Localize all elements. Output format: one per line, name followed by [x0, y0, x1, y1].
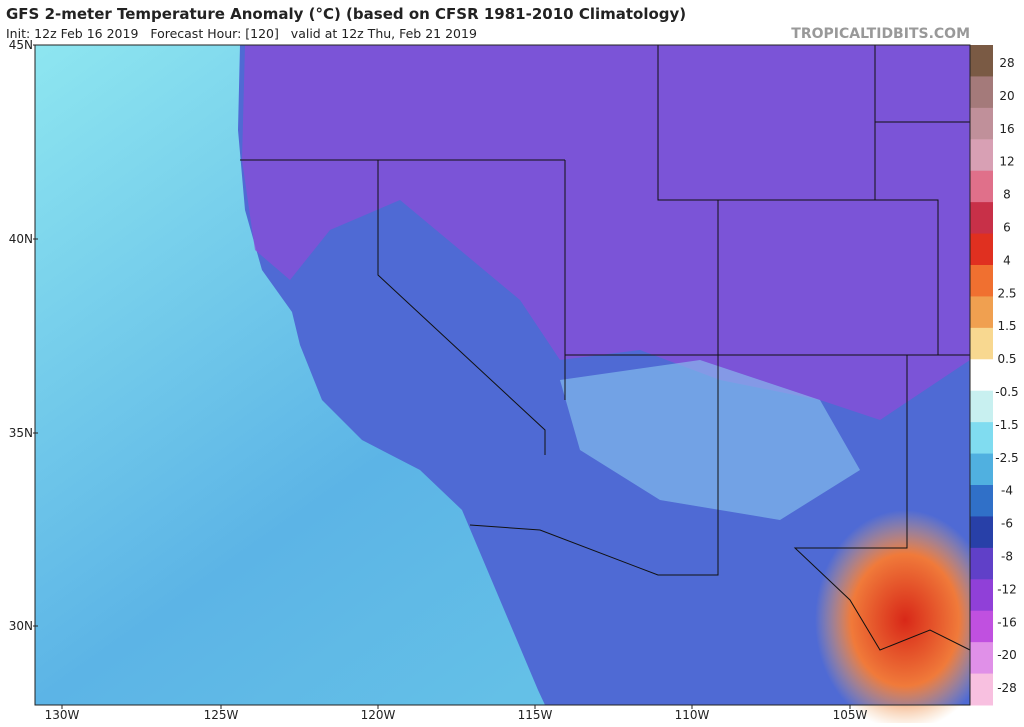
colorbar-segment — [970, 642, 993, 675]
colorbar-label: -0.5 — [995, 385, 1018, 399]
colorbar-label: 1.5 — [997, 319, 1016, 333]
colorbar-segment — [970, 453, 993, 486]
colorbar-label: -20 — [997, 648, 1017, 662]
colorbar-segment — [970, 673, 993, 706]
colorbar-label: 12 — [999, 155, 1014, 169]
colorbar-segment — [970, 45, 993, 77]
map — [35, 45, 995, 727]
colorbar-segment — [970, 359, 993, 392]
colorbar-label: -8 — [1001, 550, 1013, 564]
colorbar-segment — [970, 516, 993, 549]
colorbar-label: -1.5 — [995, 418, 1018, 432]
warm-region — [815, 510, 995, 727]
colorbar-label: 16 — [999, 122, 1014, 136]
colorbar-label: 20 — [999, 89, 1014, 103]
colorbar-label: -28 — [997, 681, 1017, 695]
lat-label: 40N — [9, 232, 33, 246]
colorbar-segment — [970, 76, 993, 109]
lat-label: 45N — [9, 38, 33, 52]
state-borders — [240, 45, 971, 651]
colorbar-segment — [970, 579, 993, 612]
lat-label: 30N — [9, 619, 33, 633]
colorbar-segment — [970, 390, 993, 423]
lon-label: 115W — [518, 708, 553, 722]
watermark: TROPICALTIDBITS.COM — [791, 26, 970, 42]
colorbar-segment — [970, 296, 993, 329]
lon-label: 110W — [675, 708, 710, 722]
colorbar-label: -6 — [1001, 517, 1013, 531]
colorbar-segment — [970, 202, 993, 235]
lat-label: 35N — [9, 426, 33, 440]
colorbar-segment — [970, 233, 993, 266]
lon-label: 125W — [204, 708, 239, 722]
colorbar-label: 4 — [1003, 253, 1011, 267]
map-frame — [34, 44, 971, 706]
colorbar-segment — [970, 265, 993, 297]
colorbar-segment — [970, 422, 993, 455]
colorbar-label: 6 — [1003, 221, 1011, 235]
lon-label: 120W — [361, 708, 396, 722]
colorbar-label: -12 — [997, 582, 1017, 596]
colorbar-segment — [970, 107, 993, 140]
mild-region — [560, 360, 860, 520]
colorbar-segment — [970, 610, 993, 643]
lon-label: 105W — [833, 708, 868, 722]
colorbar-segment — [970, 170, 993, 203]
colorbar-segment — [970, 485, 993, 517]
colorbar-label: 2.5 — [997, 286, 1016, 300]
colorbar-segment — [970, 327, 993, 360]
cold-region — [242, 45, 970, 420]
colorbar-label: -16 — [997, 615, 1017, 629]
colorbar-label: 0.5 — [997, 352, 1016, 366]
colorbar-label: 28 — [999, 56, 1014, 70]
title: GFS 2-meter Temperature Anomaly (°C) (ba… — [6, 5, 686, 23]
colorbar-segment — [970, 547, 993, 580]
colorbar-label: -4 — [1001, 484, 1013, 498]
colorbar-label: 8 — [1003, 188, 1011, 202]
colorbar: 28 20 16 12 8 6 4 2.5 1.5 0.5 -0.5 -1.5 -2.5 -4 -6 -8 -1… — [970, 45, 1019, 706]
colorbar-label: -2.5 — [995, 451, 1018, 465]
axes: 45N 40N 35N 30N 130W 125W 120W 115W 110W 105W — [9, 38, 971, 722]
subtitle: Init: 12z Feb 16 2019 Forecast Hour: [12… — [6, 26, 477, 41]
colorbar-segment — [970, 139, 993, 172]
lon-label: 130W — [45, 708, 80, 722]
